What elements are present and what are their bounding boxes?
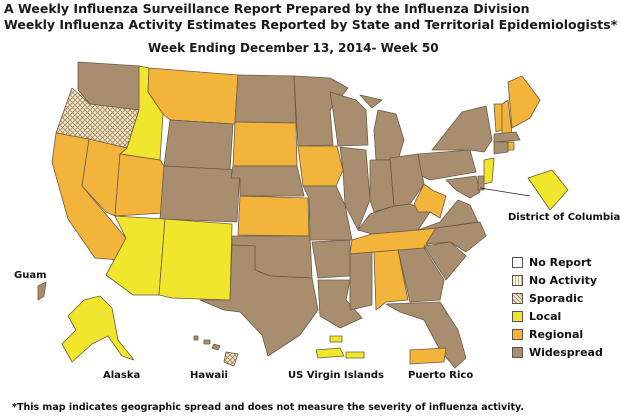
legend-label: Widespread (529, 345, 603, 359)
alaska-shape (61, 295, 135, 363)
state-new-york (431, 105, 493, 153)
state-south-carolina (423, 241, 467, 281)
dc-inset (527, 169, 569, 211)
legend-label: Local (529, 309, 562, 323)
state-new-jersey (483, 157, 495, 185)
label-hawaii: Hawaii (190, 370, 228, 381)
label-dc: District of Columbia (508, 212, 620, 223)
state-north-dakota (234, 74, 297, 124)
label-usvi: US Virgin Islands (288, 370, 384, 381)
state-maryland (445, 175, 481, 199)
hawaii-big-island (223, 351, 239, 367)
state-massachusetts (493, 131, 521, 143)
state-indiana (369, 159, 395, 213)
legend-swatch-widespread (512, 346, 523, 358)
puerto-rico-shape (409, 347, 447, 365)
state-wisconsin (329, 91, 369, 147)
label-guam: Guam (14, 270, 47, 281)
legend-item: Local (512, 307, 603, 325)
state-mississippi (349, 251, 373, 311)
state-pennsylvania (417, 149, 477, 181)
report-subtitle: Weekly Influenza Activity Estimates Repo… (4, 17, 618, 32)
state-colorado (159, 165, 241, 223)
legend-swatch-no-activity (512, 274, 523, 286)
state-georgia (397, 247, 445, 303)
legend-swatch-sporadic (512, 292, 523, 304)
guam-shape (37, 281, 47, 301)
state-florida (385, 301, 467, 369)
state-utah (114, 153, 169, 217)
hawaii-small-islands (193, 335, 221, 351)
state-iowa (297, 145, 344, 187)
legend-label: No Activity (529, 273, 598, 287)
state-delaware (477, 175, 485, 191)
legend-swatch-local (512, 310, 523, 322)
legend: No Report No Activity Sporadic Local Reg… (512, 253, 603, 361)
legend-item: Sporadic (512, 289, 603, 307)
state-rhode-island (507, 141, 515, 151)
report-title: A Weekly Influenza Surveillance Report P… (4, 1, 530, 16)
legend-label: Sporadic (529, 291, 584, 305)
state-vermont (493, 103, 503, 133)
legend-item: Widespread (512, 343, 603, 361)
usvi-shape (315, 335, 365, 359)
label-alaska: Alaska (103, 370, 141, 381)
legend-item: No Report (512, 253, 603, 271)
state-arkansas (311, 239, 351, 279)
week-label: Week Ending December 13, 2014- Week 50 (148, 41, 439, 55)
state-new-mexico (158, 218, 233, 301)
state-texas (199, 244, 319, 357)
legend-swatch-no-report (512, 256, 523, 268)
state-nebraska (230, 165, 305, 197)
state-virginia (417, 199, 479, 231)
legend-item: No Activity (512, 271, 603, 289)
label-puerto-rico: Puerto Rico (408, 370, 474, 381)
state-ohio (389, 153, 425, 207)
state-west-virginia (413, 183, 447, 219)
legend-label: No Report (529, 255, 592, 269)
footnote: *This map indicates geographic spread an… (12, 402, 524, 413)
state-maine (507, 75, 541, 129)
state-wyoming (163, 119, 234, 171)
legend-swatch-regional (512, 328, 523, 340)
legend-item: Regional (512, 325, 603, 343)
state-connecticut (493, 141, 509, 155)
state-kansas (237, 195, 310, 237)
state-alabama (373, 249, 409, 311)
state-south-dakota (232, 121, 298, 167)
legend-label: Regional (529, 327, 584, 341)
